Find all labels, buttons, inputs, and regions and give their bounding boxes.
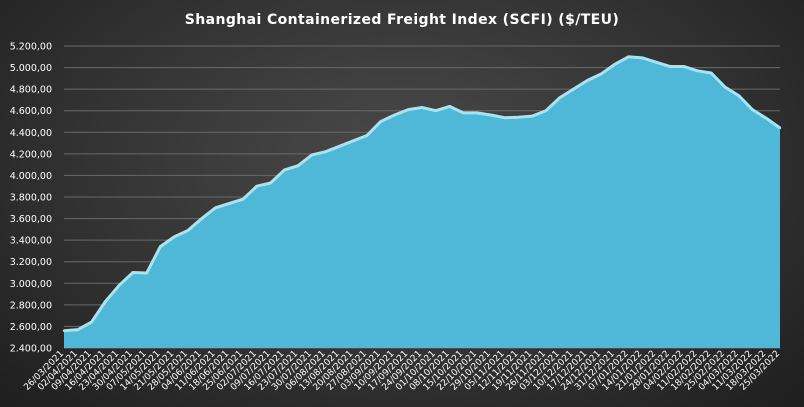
- data-point: [420, 106, 424, 109]
- data-point: [434, 109, 437, 112]
- data-point: [393, 113, 396, 117]
- area-fill: [64, 56, 780, 348]
- data-point: [365, 134, 369, 137]
- data-point: [751, 108, 754, 111]
- data-point: [200, 217, 203, 220]
- data-point: [351, 139, 355, 143]
- data-point: [475, 111, 479, 115]
- data-point: [241, 197, 245, 201]
- y-axis: 2.400,00 2.600,00 2.800,00 3.000,00 3.200,00…: [10, 42, 52, 355]
- y-tick-label: 3.600,00: [10, 214, 52, 225]
- area-series: [62, 55, 782, 348]
- data-point: [599, 72, 603, 76]
- data-point: [558, 96, 561, 99]
- y-tick-label: 5.000,00: [10, 63, 52, 74]
- y-tick-label: 4.000,00: [10, 171, 52, 182]
- data-point: [131, 271, 135, 274]
- chart-title: Shanghai Containerized Freight Index (SC…: [185, 12, 619, 28]
- data-point: [627, 55, 630, 58]
- y-tick-label: 3.200,00: [10, 257, 52, 268]
- data-point: [228, 202, 231, 205]
- data-point: [778, 126, 782, 130]
- data-point: [668, 65, 672, 68]
- y-tick-label: 3.000,00: [10, 279, 52, 290]
- y-tick-label: 2.600,00: [10, 322, 52, 333]
- data-point: [682, 65, 685, 68]
- y-tick-label: 4.600,00: [10, 106, 52, 117]
- data-point: [654, 60, 658, 64]
- data-point: [324, 150, 327, 153]
- data-point: [379, 120, 382, 123]
- data-point: [489, 113, 493, 117]
- data-point: [186, 229, 190, 232]
- data-point: [572, 87, 575, 91]
- y-tick-label: 3.800,00: [10, 193, 52, 204]
- data-point: [530, 114, 534, 118]
- data-point: [338, 145, 341, 148]
- data-point: [159, 245, 162, 248]
- data-point: [296, 164, 300, 167]
- data-point: [310, 153, 314, 157]
- data-point: [613, 63, 616, 66]
- y-tick-label: 2.800,00: [10, 300, 52, 311]
- data-point: [586, 79, 589, 82]
- y-tick-label: 5.200,00: [10, 42, 52, 53]
- data-point: [117, 284, 121, 287]
- y-tick-label: 3.400,00: [10, 236, 52, 247]
- data-point: [709, 71, 713, 75]
- y-tick-label: 2.400,00: [10, 344, 52, 355]
- y-tick-label: 4.400,00: [10, 128, 52, 139]
- data-point: [214, 206, 217, 209]
- data-point: [544, 109, 548, 112]
- data-point: [104, 300, 107, 303]
- data-point: [517, 115, 520, 119]
- y-tick-label: 4.200,00: [10, 149, 52, 160]
- data-point: [462, 111, 465, 115]
- data-point: [503, 116, 506, 119]
- data-point: [696, 69, 699, 73]
- data-point: [269, 181, 272, 185]
- data-point: [765, 117, 768, 120]
- x-axis: 26/03/202102/04/202109/04/202116/04/2021…: [22, 349, 782, 393]
- data-point: [62, 329, 66, 332]
- data-point: [448, 105, 451, 108]
- y-tick-label: 4.800,00: [10, 85, 52, 96]
- data-point: [723, 85, 727, 89]
- data-point: [90, 320, 93, 324]
- data-point: [145, 271, 148, 275]
- data-point: [255, 185, 258, 188]
- data-point: [172, 235, 176, 239]
- data-point: [76, 328, 79, 331]
- data-point: [641, 56, 644, 60]
- data-point: [737, 94, 740, 97]
- data-point: [407, 108, 410, 111]
- data-point: [283, 168, 286, 172]
